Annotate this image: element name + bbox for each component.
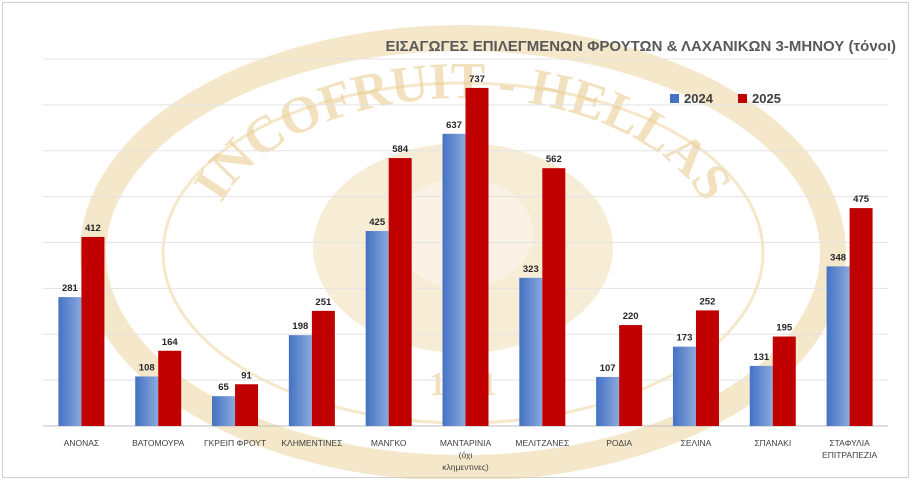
bar-2024-3 xyxy=(288,335,312,426)
value-label-2025-7: 220 xyxy=(623,311,639,322)
value-label-2025-2: 91 xyxy=(241,370,252,381)
category-label-0: ΑΝΟΝΑΣ xyxy=(64,438,99,448)
value-label-2024-3: 198 xyxy=(292,321,308,332)
value-label-2025-4: 584 xyxy=(392,144,409,155)
value-label-2025-5: 737 xyxy=(469,74,485,85)
bar-2024-1 xyxy=(135,376,159,426)
bar-2025-8 xyxy=(695,310,719,426)
value-label-2025-6: 562 xyxy=(546,154,562,165)
legend-label-2024: 2024 xyxy=(684,91,714,106)
bar-2025-10 xyxy=(849,208,873,426)
bar-2025-7 xyxy=(619,325,643,426)
category-label-5: ΜΑΝΤΑΡΙΝΙΑ xyxy=(440,438,492,448)
value-label-2025-9: 195 xyxy=(776,323,793,334)
bar-2025-1 xyxy=(158,350,182,426)
bar-2025-6 xyxy=(542,168,566,426)
bar-2025-0 xyxy=(81,236,105,426)
value-label-2024-4: 425 xyxy=(369,217,386,228)
category-label-1: ΒΑΤΟΜΟΥΡΑ xyxy=(132,438,184,448)
bar-2024-6 xyxy=(519,277,543,426)
value-label-2024-1: 108 xyxy=(139,362,155,373)
value-labels: 281 412 108 164 65 91 198 251 425 584 637 737 323 562… xyxy=(62,74,870,393)
category-label-4: ΜΑΝΓΚΟ xyxy=(371,438,407,448)
value-label-2024-9: 131 xyxy=(753,352,770,363)
category-label-10: ΣΤΑΦΥΛΙΑ xyxy=(829,438,870,448)
bar-2025-9 xyxy=(772,336,796,426)
bar-2025-5 xyxy=(465,87,489,427)
bar-2024-0 xyxy=(58,297,82,426)
value-label-2024-6: 323 xyxy=(523,264,539,275)
value-label-2025-8: 252 xyxy=(700,296,716,307)
value-label-2024-10: 348 xyxy=(830,252,846,263)
bar-2025-2 xyxy=(235,384,259,426)
bar-2024-2 xyxy=(212,396,236,426)
bar-2024-5 xyxy=(442,133,466,426)
value-label-2025-1: 164 xyxy=(162,337,179,348)
bar-2024-4 xyxy=(365,231,389,426)
bar-2025-3 xyxy=(311,310,335,426)
value-label-2025-3: 251 xyxy=(315,297,332,308)
category-label-8: ΣΕΛΙΝΑ xyxy=(681,438,712,448)
bar-2024-7 xyxy=(596,376,620,426)
category-label-7: ΡΟΔΙΑ xyxy=(606,438,632,448)
legend-swatch-2025 xyxy=(738,94,747,103)
bar-2025-4 xyxy=(388,158,412,426)
bars xyxy=(58,87,873,427)
bar-2024-9 xyxy=(749,365,773,426)
legend: 2024 2025 xyxy=(670,91,781,106)
value-label-2025-10: 475 xyxy=(853,194,870,205)
category-label-5: κλημεντινες) xyxy=(442,462,489,472)
bar-2024-8 xyxy=(672,346,696,426)
category-label-2: ΓΚΡΕΙΠ ΦΡΟΥΤ xyxy=(204,438,266,448)
chart-title: ΕΙΣΑΓΩΓΕΣ ΕΠΙΛΕΓΜΕΝΩΝ ΦΡΟΥΤΩΝ & ΛΑΧΑΝΙΚΩ… xyxy=(385,38,896,55)
value-label-2024-7: 107 xyxy=(600,363,616,374)
category-labels: ΑΝΟΝΑΣ ΒΑΤΟΜΟΥΡΑ ΓΚΡΕΙΠ ΦΡΟΥΤ ΚΛΗΜΕΝΤΙΝΕΣ ΜΑ… xyxy=(64,438,878,472)
value-label-2024-5: 637 xyxy=(446,120,462,131)
legend-swatch-2024 xyxy=(670,94,679,103)
category-label-9: ΣΠΑΝΑΚΙ xyxy=(754,438,791,448)
value-label-2024-8: 173 xyxy=(677,333,693,344)
category-label-6: ΜΕΛΙΤΖΑΝΕΣ xyxy=(515,438,569,448)
category-label-5: (όχι xyxy=(459,450,473,460)
value-label-2025-0: 412 xyxy=(85,223,101,234)
value-label-2024-0: 281 xyxy=(62,283,79,294)
chart-svg: INCOFRUIT - HELLAS 1981 ΕΙΣΑΓΩΓΕΣ ΕΠΙΛΕΓ… xyxy=(43,25,896,479)
bar-2024-10 xyxy=(826,266,850,426)
value-label-2024-2: 65 xyxy=(218,382,229,393)
category-label-3: ΚΛΗΜΕΝΤΙΝΕΣ xyxy=(281,438,342,448)
legend-label-2025: 2025 xyxy=(752,91,781,106)
category-label-10: ΕΠΙΤΡΑΠΕΖΙΑ xyxy=(822,450,877,460)
